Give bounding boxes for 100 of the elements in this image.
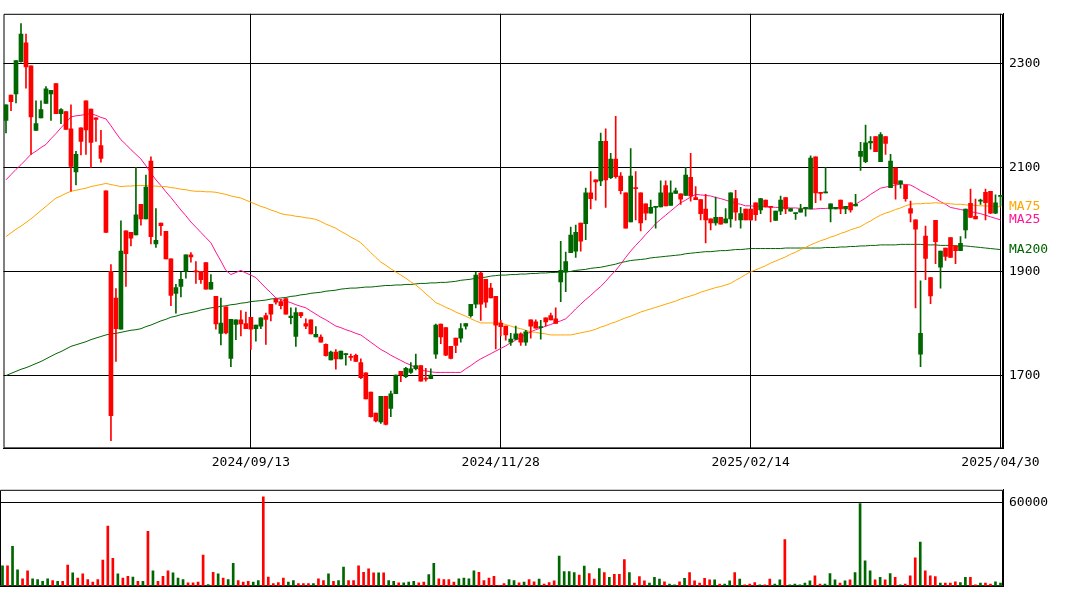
bar: [11, 545, 14, 587]
bar: [557, 555, 561, 587]
bar: [567, 571, 571, 587]
bar: [422, 581, 426, 587]
bar: [908, 575, 912, 587]
bar: [282, 577, 285, 587]
bar: [643, 580, 646, 587]
bar: [61, 580, 65, 587]
bar: [597, 568, 601, 587]
bar: [387, 580, 390, 587]
bar: [26, 570, 29, 587]
bar: [698, 582, 701, 587]
bar: [307, 583, 310, 587]
bar: [618, 574, 621, 587]
bar: [352, 580, 355, 587]
bar: [432, 562, 436, 587]
bar: [592, 578, 596, 587]
bar: [56, 580, 59, 587]
bar: [382, 572, 385, 587]
x-tick-label: 2025/02/14: [711, 453, 790, 469]
y-tick-label: 1700: [1009, 366, 1041, 382]
bar: [427, 574, 431, 587]
bar: [377, 572, 380, 587]
bar: [287, 581, 290, 587]
bar: [773, 583, 777, 587]
bar: [407, 581, 411, 587]
bar: [292, 580, 295, 587]
bar: [587, 573, 591, 587]
bar: [367, 568, 370, 587]
y-tick-label: 2100: [1009, 158, 1041, 174]
bar: [768, 578, 772, 587]
bar: [327, 573, 330, 587]
bar: [964, 577, 967, 587]
bar: [954, 581, 957, 587]
bar: [713, 579, 716, 587]
bar: [226, 579, 230, 587]
bar: [21, 578, 24, 587]
bar: [733, 572, 737, 587]
candlestick: [348, 353, 354, 361]
bar: [928, 575, 932, 587]
bar: [402, 582, 406, 587]
candlestick: [633, 171, 639, 221]
bar: [342, 566, 345, 587]
bar: [582, 565, 586, 587]
bar: [442, 579, 446, 587]
bar: [748, 583, 752, 587]
bar: [999, 582, 1002, 587]
series-label: MA200: [1009, 240, 1049, 256]
bar: [372, 572, 375, 587]
bar: [668, 583, 671, 587]
bar: [893, 577, 897, 587]
bar: [933, 576, 937, 587]
bar: [944, 582, 947, 587]
x-tick-label: 2025/04/30: [961, 453, 1040, 469]
bar: [989, 583, 992, 587]
bar: [266, 576, 270, 587]
bar: [277, 582, 280, 587]
bar: [653, 577, 656, 587]
bar: [251, 581, 255, 587]
y-tick-label: 60000: [1009, 493, 1049, 509]
bar: [91, 581, 95, 587]
bar: [628, 572, 631, 587]
bar: [312, 583, 315, 587]
bar: [683, 577, 686, 587]
y-tick-label: 1900: [1009, 262, 1041, 278]
bar: [236, 580, 240, 587]
bar: [86, 579, 90, 587]
bar: [417, 582, 421, 587]
bar: [738, 578, 742, 587]
bar: [362, 571, 365, 587]
x-tick-label: 2024/11/28: [461, 453, 540, 469]
bar: [317, 578, 320, 587]
bar: [241, 581, 245, 587]
bar: [101, 559, 105, 587]
bar: [246, 580, 250, 587]
bar: [231, 562, 235, 587]
bar: [979, 582, 982, 587]
bar: [938, 582, 942, 587]
bar: [347, 580, 350, 587]
bar: [81, 573, 85, 587]
bar: [969, 577, 972, 587]
bar: [678, 581, 681, 587]
bar: [638, 576, 641, 587]
bar: [322, 580, 325, 587]
bar: [703, 577, 706, 587]
bar: [572, 572, 576, 587]
bar: [723, 583, 726, 587]
candlestick: [343, 353, 349, 366]
bar: [658, 578, 661, 587]
bar: [256, 580, 260, 587]
bar: [106, 525, 110, 587]
bar: [271, 583, 275, 587]
bar: [959, 582, 962, 587]
bar: [332, 580, 335, 587]
bar: [397, 582, 401, 587]
bar: [613, 574, 616, 587]
bar: [297, 583, 300, 587]
bar: [36, 579, 39, 587]
bar: [337, 580, 340, 587]
bar: [76, 577, 80, 587]
